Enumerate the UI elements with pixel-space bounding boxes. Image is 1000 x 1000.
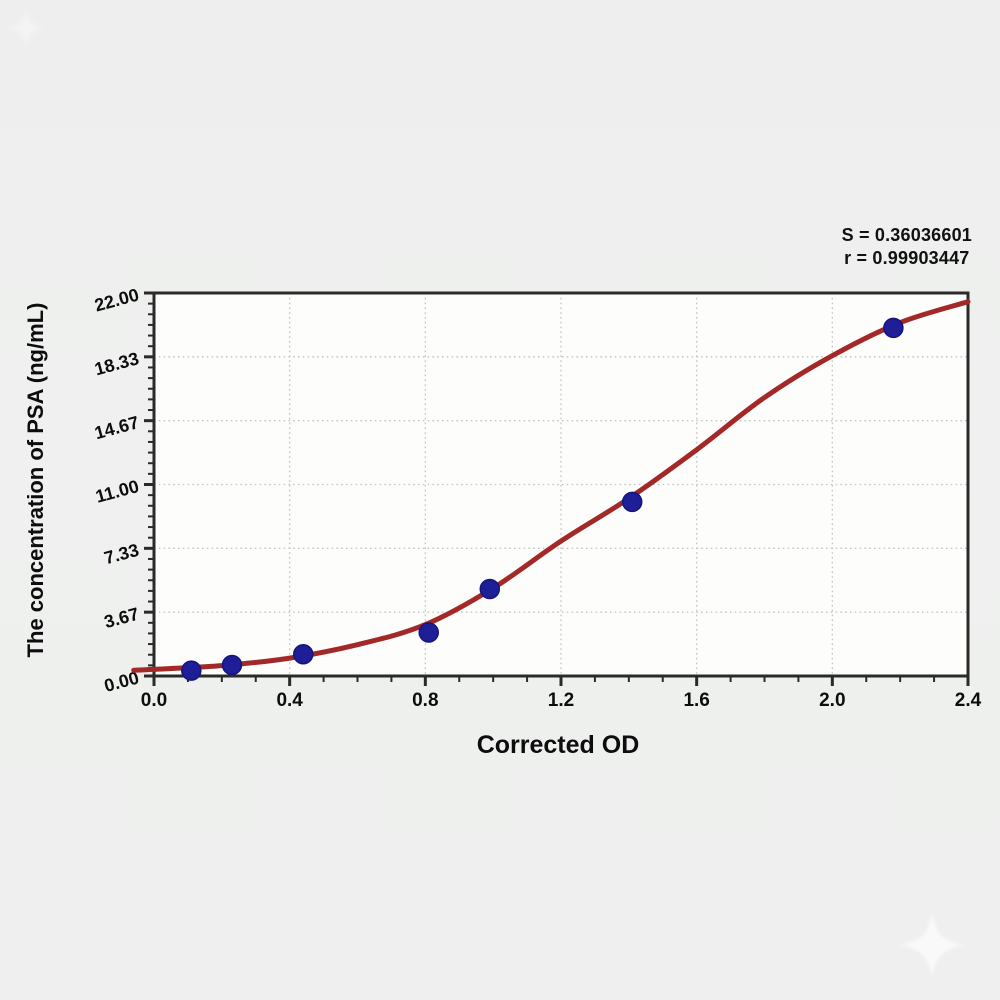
standard-curve (131, 299, 971, 673)
x-tick-label: 2.4 (955, 690, 982, 711)
y-tick-label: 3.67 (102, 604, 141, 632)
sparkle-watermark-faint (6, 8, 46, 48)
data-point (418, 622, 439, 643)
x-tick-label: 1.2 (548, 690, 574, 711)
data-point (479, 578, 501, 600)
fit-statistics: S = 0.36036601 r = 0.99903447 (842, 224, 972, 270)
y-tick-label: 7.33 (102, 540, 141, 568)
y-tick-label: 18.33 (92, 348, 141, 379)
data-point (292, 643, 314, 665)
y-tick-label: 22.00 (92, 285, 141, 316)
data-point (621, 491, 643, 513)
sparkle-watermark (898, 911, 966, 979)
plot-frame (152, 291, 970, 678)
fit-stat-s: S = 0.36036601 (841, 225, 972, 245)
x-tick-label: 2.0 (819, 690, 845, 711)
x-tick-label: 0.4 (276, 690, 303, 711)
fit-stat-r: r = 0.99903447 (844, 248, 970, 268)
x-tick-label: 0.0 (141, 690, 167, 711)
x-axis-title: Corrected OD (476, 731, 640, 759)
y-axis-title: The concentration of PSA (ng/mL) (23, 302, 48, 658)
data-point (181, 660, 202, 681)
data-point (221, 654, 243, 676)
x-tick-label: 1.6 (683, 690, 709, 711)
y-tick-label: 14.67 (92, 412, 141, 443)
y-tick-label: 11.00 (93, 476, 141, 507)
data-point (883, 317, 904, 339)
x-tick-label: 0.8 (412, 690, 438, 711)
